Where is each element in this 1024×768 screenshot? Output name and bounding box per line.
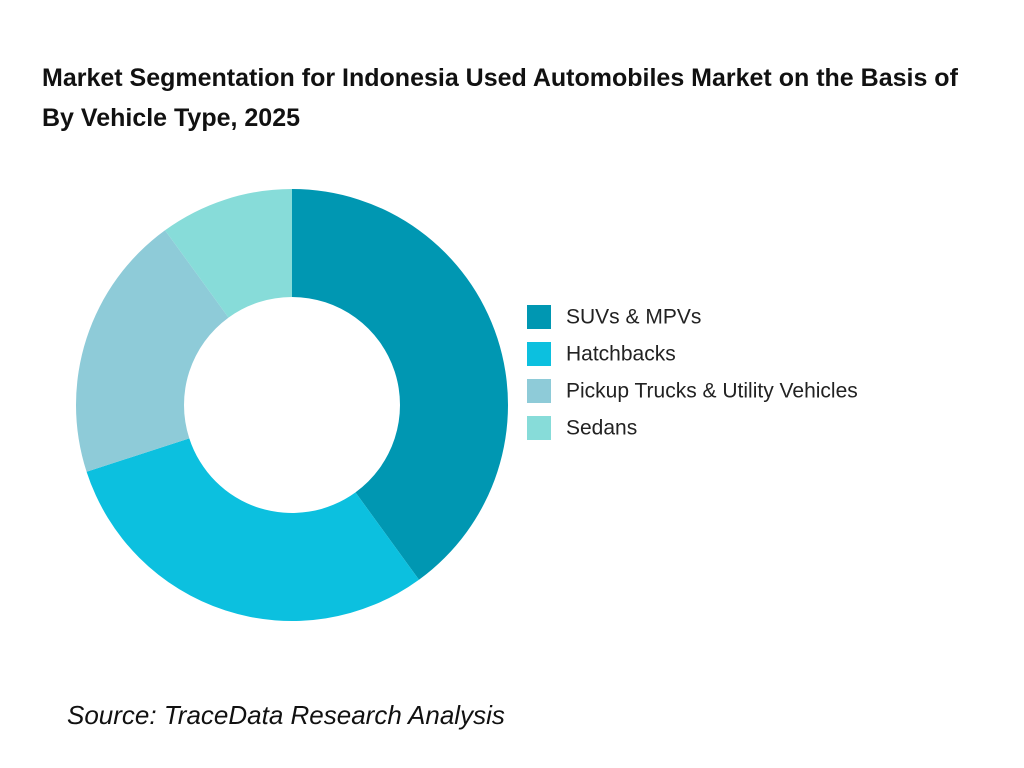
donut-slice (76, 230, 229, 472)
donut-slice (86, 438, 419, 621)
legend-label: Sedans (566, 417, 637, 440)
legend-swatch (527, 342, 551, 366)
legend-swatch (527, 379, 551, 403)
source-note: Source: TraceData Research Analysis (67, 700, 505, 730)
legend-label: Hatchbacks (566, 343, 676, 366)
legend-swatch (527, 416, 551, 440)
donut-slice (292, 189, 508, 580)
donut-slice (165, 189, 292, 318)
chart: SUVs & MPVs Hatchbacks Pickup Trucks & Uti… (76, 189, 858, 621)
chart-title: Market Segmentation for Indonesia Used A… (42, 64, 972, 132)
legend-label: SUVs & MPVs (566, 306, 701, 329)
legend-label: Pickup Trucks & Utility Vehicles (566, 380, 858, 403)
legend-swatch (527, 305, 551, 329)
